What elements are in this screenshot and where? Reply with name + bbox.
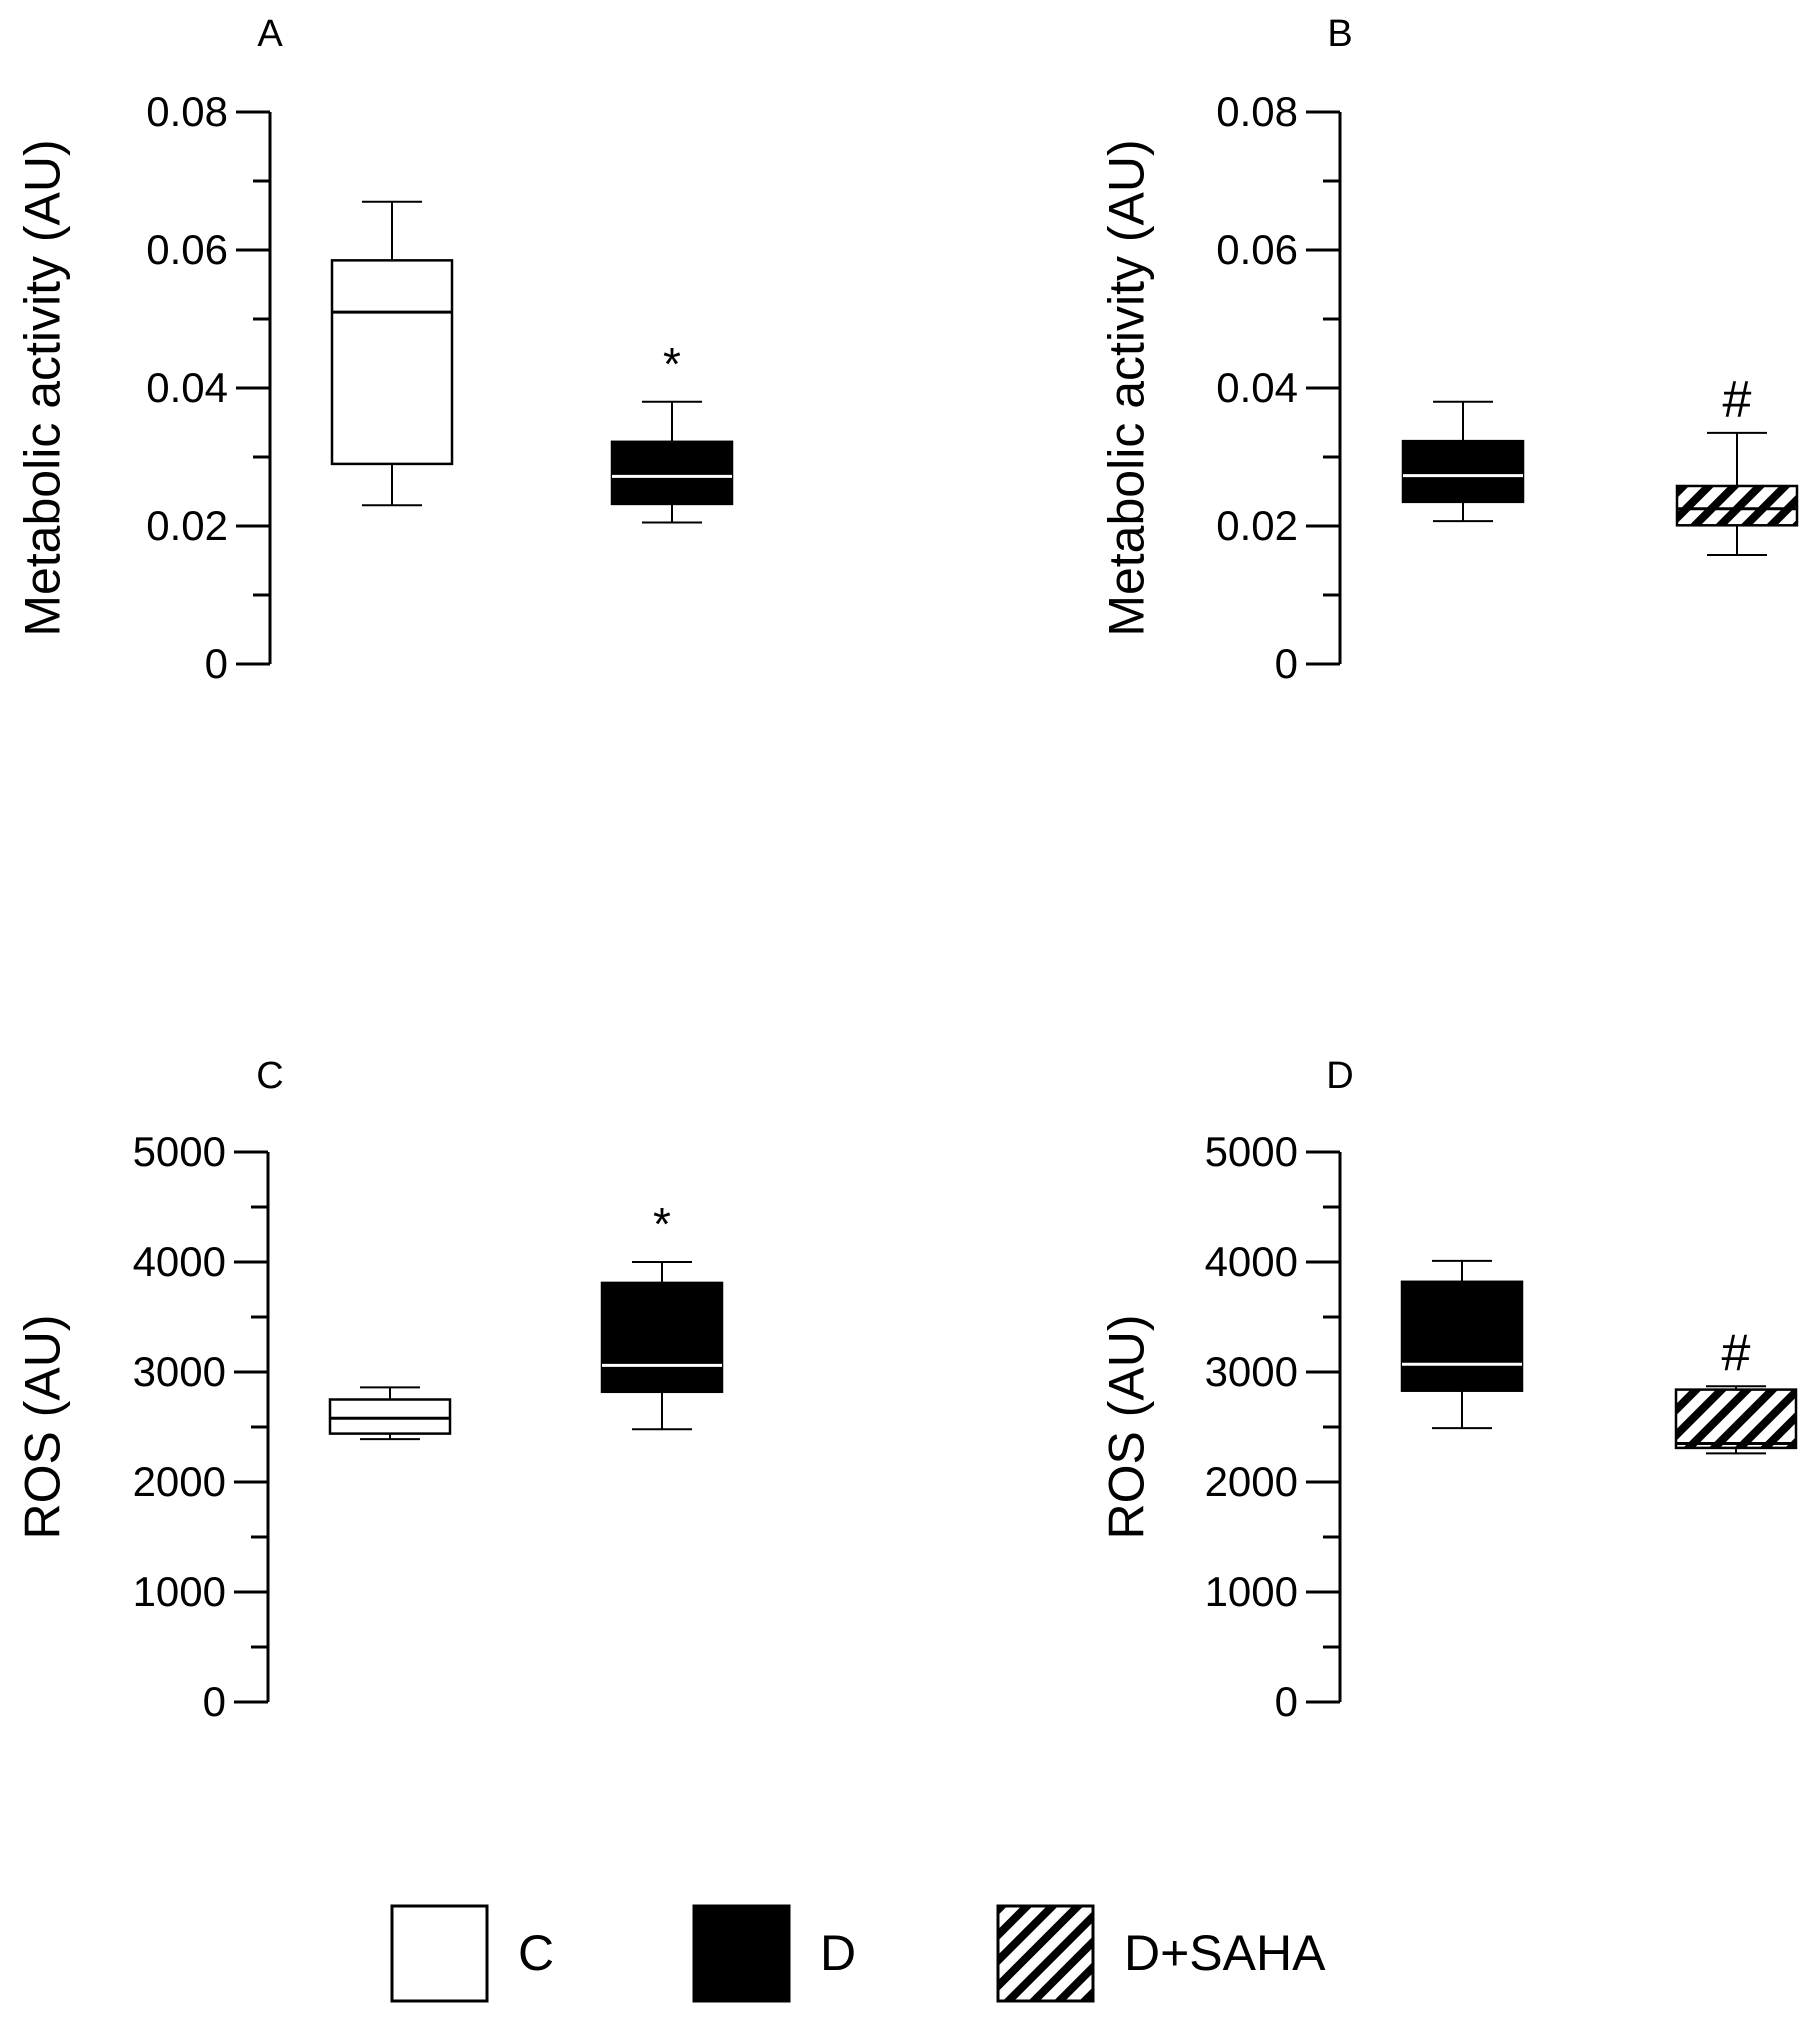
- y-tick-label: 0.02: [1216, 502, 1298, 549]
- legend-label-c: C: [518, 1925, 554, 1981]
- box-d: *: [600, 1198, 724, 1431]
- box-iqr: [610, 440, 734, 506]
- legend-label-d: D: [820, 1925, 856, 1981]
- box-iqr: [1400, 1280, 1524, 1392]
- y-tick-label: 0.02: [146, 502, 228, 549]
- y-axis-label: Metabolic activity (AU): [15, 139, 71, 636]
- y-tick-label: 0.04: [1216, 364, 1298, 411]
- y-axis-label: Metabolic activity (AU): [1099, 139, 1155, 636]
- panel-metabolic-a: 0 0.02 0.04 0.06 0.08 Metabolic activity (AU)…: [15, 88, 734, 687]
- y-axis-label: ROS (AU): [1099, 1315, 1155, 1540]
- y-tick-label: 4000: [1205, 1238, 1298, 1285]
- significance-mark: #: [1722, 1324, 1751, 1382]
- box-d-saha: #: [1674, 1324, 1798, 1455]
- significance-mark: #: [1723, 371, 1752, 429]
- panel-ros-d: 0 1000 2000 3000 4000 5000 ROS (AU) #: [1099, 1128, 1798, 1725]
- box-iqr: [328, 1398, 452, 1435]
- y-tick-label: 2000: [133, 1458, 226, 1505]
- legend-swatch-d: [692, 1904, 791, 2003]
- y-tick-label: 0: [1275, 640, 1298, 687]
- y-tick-label: 5000: [1205, 1128, 1298, 1175]
- panel-metabolic-b: 0 0.02 0.04 0.06 0.08 Metabolic activity (AU)…: [1099, 88, 1799, 687]
- box-iqr: [600, 1281, 724, 1394]
- y-tick-label: 3000: [133, 1348, 226, 1395]
- box-c: [328, 1386, 452, 1441]
- panel-label-d: D: [1326, 1055, 1353, 1097]
- y-tick-label: 2000: [1205, 1458, 1298, 1505]
- panel-label-c: C: [256, 1055, 283, 1097]
- box-c: [330, 200, 454, 507]
- y-axis-label: ROS (AU): [15, 1315, 71, 1540]
- y-tick-label: 0.06: [146, 226, 228, 273]
- box-d-saha: #: [1675, 371, 1799, 556]
- y-tick-label: 0.04: [146, 364, 228, 411]
- panel-ros-c: 0 1000 2000 3000 4000 5000 ROS (AU) *: [15, 1128, 724, 1725]
- y-tick-label: 1000: [1205, 1568, 1298, 1615]
- box-d: [1400, 1259, 1524, 1430]
- y-tick-label: 3000: [1205, 1348, 1298, 1395]
- box-iqr: [1675, 484, 1799, 527]
- y-tick-label: 1000: [133, 1568, 226, 1615]
- significance-mark: *: [653, 1198, 671, 1250]
- y-tick-label: 4000: [133, 1238, 226, 1285]
- box-iqr: [330, 259, 454, 466]
- box-iqr: [1401, 439, 1525, 504]
- legend-label-d-saha: D+SAHA: [1124, 1925, 1326, 1981]
- y-tick-label: 0: [1275, 1678, 1298, 1725]
- box-iqr: [1674, 1388, 1798, 1450]
- y-tick-label: 0.08: [146, 88, 228, 135]
- box-d: *: [610, 338, 734, 524]
- y-tick-label: 0: [205, 640, 228, 687]
- box-d: [1401, 400, 1525, 523]
- y-tick-label: 0.08: [1216, 88, 1298, 135]
- panel-label-a: A: [257, 13, 283, 55]
- legend-swatch-c: [390, 1904, 489, 2003]
- y-tick-label: 0: [203, 1678, 226, 1725]
- significance-mark: *: [663, 338, 681, 390]
- legend-swatch-d-saha: [996, 1904, 1095, 2003]
- y-tick-label: 0.06: [1216, 226, 1298, 273]
- legend: C D D+SAHA: [390, 1904, 1326, 2003]
- y-tick-label: 5000: [133, 1128, 226, 1175]
- panel-label-b: B: [1327, 13, 1352, 55]
